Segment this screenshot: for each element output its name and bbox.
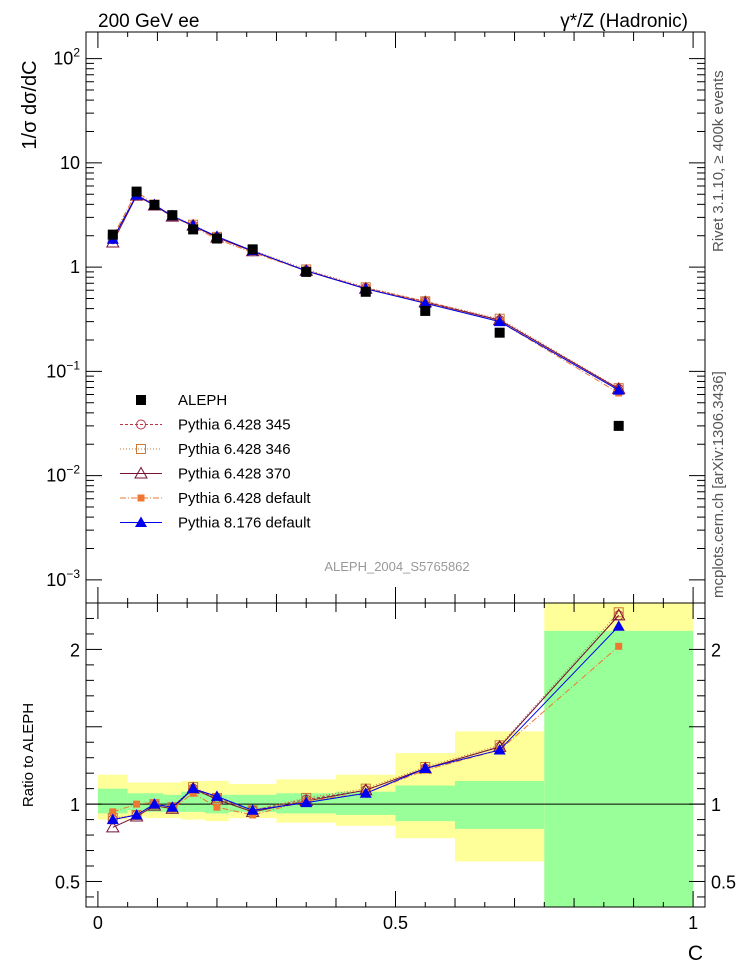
main-point-aleph-4 [188,224,199,235]
ratio-point-pythia-8-176-default-2 [148,798,161,809]
x-axis-title: C [688,942,703,965]
main-point-aleph-7 [301,266,312,277]
legend-marker-pythia-6-428-default [137,494,145,502]
main-point-pythia-8-176-default-11 [612,384,625,395]
ratio-point-pythia-8-176-default-5 [210,790,223,801]
ratio-point-pythia-8-176-default-9 [419,762,432,774]
main-point-aleph-3 [167,210,178,221]
legend-label-pythia-6-428-370: Pythia 6.428 370 [178,466,291,483]
ratio-point-pythia-8-176-default-3 [166,801,179,812]
main-y-tick-exp: 2 [73,46,80,60]
ratio-point-pythia-6-428-370-0 [105,820,120,833]
main-y-tick-exp: −2 [66,463,80,477]
main-point-pythia-8-176-default-9 [419,297,432,308]
green-band-11 [544,630,694,907]
ratio-y-tick-label-right: 0.5 [711,872,736,892]
legend-label-pythia-6-428-345: Pythia 6.428 345 [178,417,291,434]
legend-marker-pythia-6-428-345 [136,419,146,430]
ratio-y-tick-label-left: 0.5 [55,872,80,892]
header-left-label: 200 GeV ee [98,11,199,32]
main-point-aleph-11 [613,420,624,431]
green-band-10 [455,780,545,829]
ratio-point-pythia-8-176-default-11 [612,620,625,631]
legend-marker-pythia-6-428-346 [136,444,146,454]
main-plot [105,186,626,431]
ratio-y-tick-label-right: 2 [711,640,721,660]
ratio-y-tick-label-left: 1 [70,795,80,815]
main-y-tick-label: 1 [70,257,80,277]
main-point-pythia-8-176-default-10 [493,315,506,327]
ratio-point-pythia-8-176-default-7 [300,796,313,808]
main-y-tick-label: 10 [60,153,80,173]
ratio-point-pythia-8-176-default-10 [493,743,506,755]
main-point-aleph-5 [211,233,222,244]
main-line-pythia-6-428-346 [112,193,619,389]
main-y-tick-base: 10 [46,570,66,590]
main-y-tick-exp: −3 [66,567,80,581]
main-point-aleph-1 [131,186,142,197]
x-tick-label: 0 [93,913,103,933]
legend-label-pythia-8-176-default: Pythia 8.176 default [178,515,311,532]
ratio-point-pythia-8-176-default-4 [187,782,200,794]
main-point-aleph-0 [107,229,118,240]
ratio-point-pythia-6-428-default-11 [615,642,623,650]
ratio-plot [86,607,705,833]
mcplots-label: mcplots.cern.ch [arXiv:1306.3436] [710,371,727,598]
legend-label-pythia-6-428-346: Pythia 6.428 346 [178,441,291,458]
ratio-point-pythia-6-428-default-1 [133,800,141,808]
main-y-tick-exp: −1 [66,358,80,372]
legend-marker-pythia-8-176-default [135,516,147,527]
ratio-uncertainty-bands [97,603,694,907]
ratio-y-tick-label-left: 2 [70,640,80,660]
legend-marker-pythia-6-428-370 [134,466,148,479]
legend-label-aleph: ALEPH [178,392,227,409]
green-band-4 [181,791,206,812]
ratio-point-pythia-6-428-default-5 [213,803,221,811]
x-tick-label: 0.5 [383,913,408,933]
ratio-point-pythia-8-176-default-6 [246,804,259,815]
main-y-tick-base: 10 [46,466,66,486]
main-point-aleph-6 [247,244,258,255]
rivet-version-label: Rivet 3.1.10, ≥ 400k events [710,70,727,252]
main-point-aleph-8 [360,286,371,297]
ratio-point-pythia-6-428-default-4 [189,789,197,797]
ratio-point-pythia-6-428-default-0 [109,808,117,816]
ratio-point-pythia-6-428-370-11 [611,608,626,621]
main-y-tick-label: 10−3 [46,567,80,590]
main-point-aleph-2 [149,199,160,210]
ratio-point-pythia-8-176-default-8 [359,787,372,798]
main-y-tick-label: 10−2 [46,463,80,486]
green-band-8 [335,791,396,815]
ratio-line-pythia-6-428-default [112,645,620,816]
legend: ALEPH Pythia 6.428 345 Pythia 6.428 346 Pyt… [120,392,311,532]
header-right-label: γ*/Z (Hadronic) [560,11,688,32]
main-y-tick-base: 10 [46,361,66,381]
ratio-point-pythia-8-176-default-0 [106,813,119,825]
ratio-point-pythia-8-176-default-1 [130,808,143,820]
main-y-tick-label: 10−1 [46,358,80,381]
main-y-tick-label: 102 [53,46,80,69]
main-y-axis-title: 1/σ dσ/dC [19,60,41,149]
ratio-y-axis-title: Ratio to ALEPH [20,703,37,807]
main-point-aleph-10 [494,327,505,338]
legend-marker-aleph [136,395,146,405]
green-band-9 [395,785,456,822]
ratio-y-tick-label-right: 1 [711,795,721,815]
legend-label-pythia-6-428-default: Pythia 6.428 default [178,490,311,507]
ratio-point-pythia-6-428-346-11 [613,607,624,618]
main-y-tick-base: 10 [53,49,73,69]
analysis-label: ALEPH_2004_S5765862 [324,559,469,574]
ratio-point-pythia-6-428-default-6 [249,811,257,819]
main-point-aleph-9 [420,305,431,316]
x-tick-label: 1 [688,913,698,933]
